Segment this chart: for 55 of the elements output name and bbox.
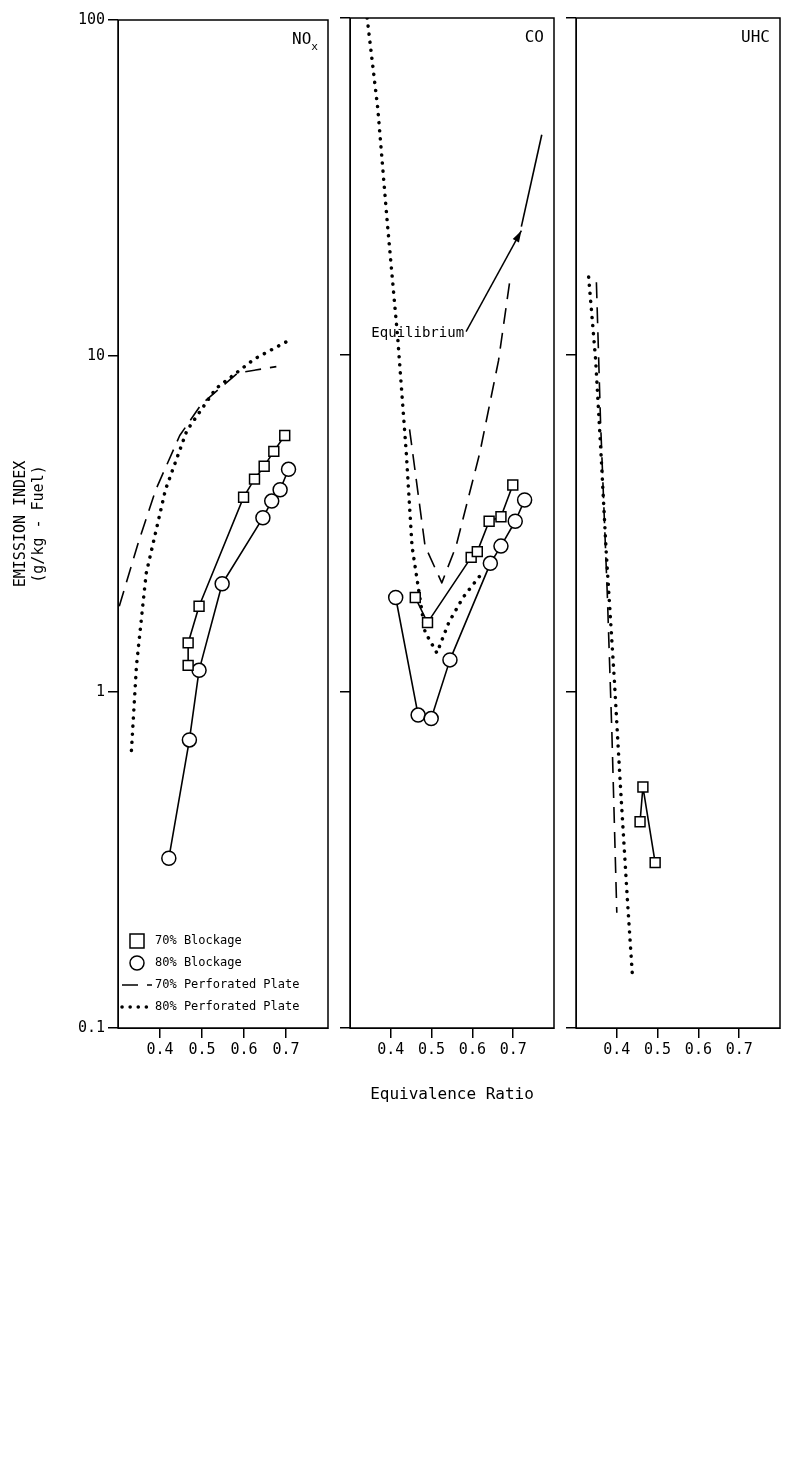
point <box>279 429 291 442</box>
point <box>442 652 458 668</box>
point <box>268 445 280 458</box>
annotation: Equilibrium <box>371 323 465 340</box>
point <box>409 591 421 604</box>
point <box>191 662 207 679</box>
point <box>193 600 205 612</box>
point <box>181 732 198 748</box>
point <box>410 707 426 723</box>
y-tick-label: 1 <box>95 681 105 700</box>
y-tick-label: 0.1 <box>77 1017 105 1036</box>
point <box>214 575 230 592</box>
x-tick-label: 0.6 <box>458 1039 486 1058</box>
x-tick-label: 0.7 <box>272 1039 300 1058</box>
x-tick-label: 0.5 <box>418 1039 446 1058</box>
point <box>280 461 297 478</box>
text: UHC <box>741 27 771 46</box>
legend-label: 80% Blockage <box>155 955 242 970</box>
x-tick-label: 0.6 <box>684 1039 712 1058</box>
x-tick-label: 0.7 <box>725 1039 753 1058</box>
point <box>493 538 509 554</box>
point <box>272 481 288 498</box>
point <box>516 492 533 508</box>
point <box>507 479 519 491</box>
x-tick-label: 0.6 <box>230 1039 258 1058</box>
x-tick-label: 0.4 <box>603 1039 631 1058</box>
point <box>263 493 280 509</box>
x-tick-label: 0.4 <box>146 1039 174 1058</box>
legend-label: 70% Perforated Plate <box>155 977 300 992</box>
point <box>237 491 250 503</box>
x-tick-label: 0.4 <box>377 1039 405 1058</box>
x-tick-label: 0.7 <box>499 1039 527 1058</box>
legend-label: 80% Perforated Plate <box>155 999 300 1014</box>
x-tick-label: 0.5 <box>188 1039 216 1058</box>
point <box>387 589 404 606</box>
point <box>471 545 483 558</box>
legend-label: 70% Blockage <box>155 933 242 948</box>
point <box>161 850 177 867</box>
x-axis-title: Equivalence Ratio <box>370 1083 534 1103</box>
point <box>483 515 495 527</box>
point <box>495 511 507 523</box>
point <box>182 659 194 672</box>
point <box>421 616 434 629</box>
point <box>423 710 439 727</box>
point <box>248 473 261 485</box>
y-tick-label: 100 <box>77 9 105 28</box>
point <box>507 513 523 530</box>
point <box>255 510 271 526</box>
point <box>182 637 194 649</box>
y-tick-label: 10 <box>86 345 105 364</box>
point <box>482 555 499 572</box>
y-axis-title: EMISSION INDEX (g/kg - Fuel) <box>10 460 47 588</box>
text: CO <box>524 27 544 46</box>
point <box>258 460 270 472</box>
x-tick-label: 0.5 <box>644 1039 672 1058</box>
